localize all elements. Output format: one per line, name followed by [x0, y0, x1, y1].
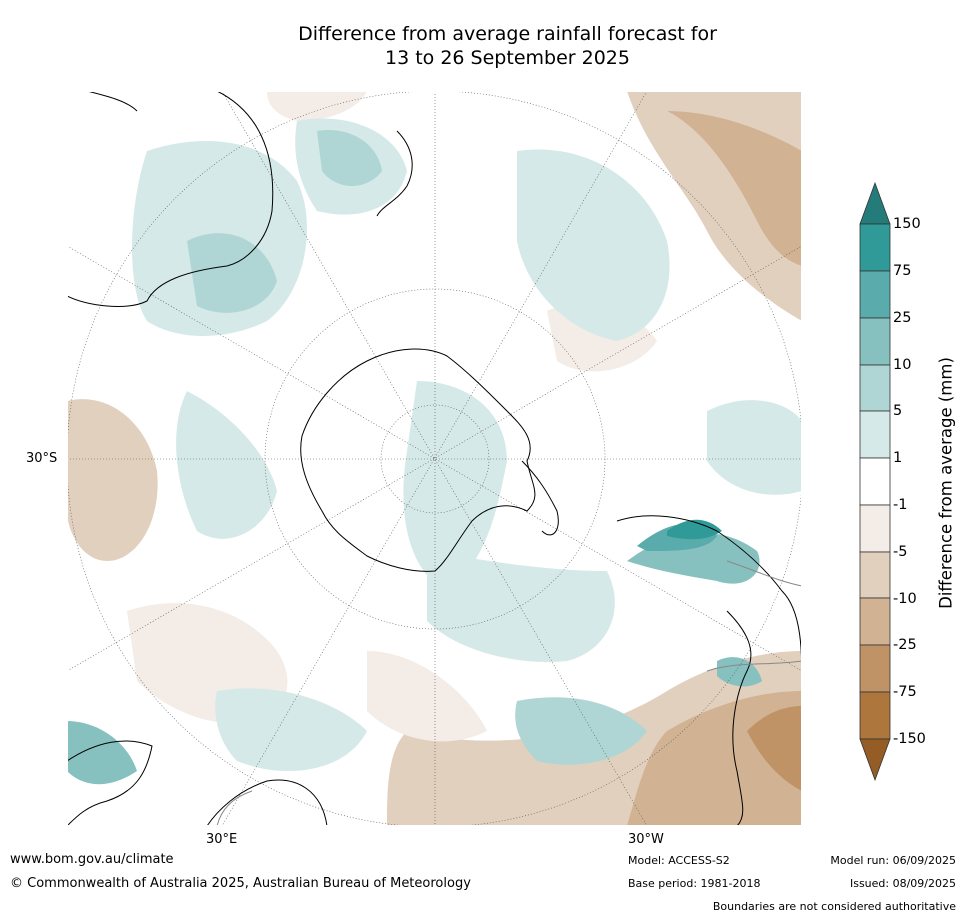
footer-issued: Issued: 08/09/2025	[849, 877, 956, 890]
colorbar-segment-minus10-minus25	[859, 597, 891, 646]
latitude-label-30s: 30°S	[26, 451, 58, 466]
footer-base-period: Base period: 1981-2018	[628, 877, 761, 890]
colorbar-tick-10: 10	[893, 357, 912, 373]
new-zealand-coastline	[376, 130, 413, 217]
colorbar-tick-1: 1	[893, 450, 903, 466]
colorbar-segment-75-150	[859, 223, 891, 272]
colorbar-tick-25: 25	[893, 310, 912, 326]
graticule	[67, 91, 802, 826]
colorbar-tick-minus25: -25	[893, 637, 917, 653]
footer-model: Model: ACCESS-S2	[628, 854, 730, 867]
colorbar-segment-10-25	[859, 317, 891, 366]
africa-west-coastline	[67, 740, 153, 826]
footer-copyright: © Commonwealth of Australia 2025, Austra…	[10, 876, 471, 891]
rainfall-anomaly-map	[67, 91, 802, 826]
australia-coastline	[67, 91, 274, 307]
colorbar-segments	[859, 223, 891, 740]
colorbar-extend-high	[859, 181, 891, 225]
title-line-2: 13 to 26 September 2025	[385, 47, 630, 69]
colorbar-extend-low	[859, 738, 891, 782]
country-boundaries	[216, 560, 802, 826]
map-title: Difference from average rainfall forecas…	[0, 22, 965, 70]
longitude-label-30e: 30°E	[206, 832, 238, 847]
colorbar-title: Difference from average (mm)	[936, 357, 956, 609]
colorbar-segment-minus25-minus75	[859, 644, 891, 693]
colorbar-segment-1-5	[859, 410, 891, 459]
drier-than-average-areas	[67, 91, 802, 826]
antarctic-peninsula-coastline	[521, 460, 559, 536]
colorbar-tick-150: 150	[893, 216, 921, 232]
colorbar-segment-5-10	[859, 364, 891, 412]
colorbar-tick-minus150: -150	[893, 731, 926, 747]
title-line-1: Difference from average rainfall forecas…	[298, 23, 717, 45]
colorbar-segment-25-75	[859, 270, 891, 319]
colorbar-tick-minus5: -5	[893, 544, 908, 560]
south-america-coastline	[616, 515, 802, 826]
colorbar	[859, 181, 891, 782]
colorbar-segment-neutral	[859, 457, 891, 506]
colorbar-segment-minus5-minus10	[859, 551, 891, 599]
footer-model-run: Model run: 06/09/2025	[830, 854, 956, 867]
colorbar-segment-minus75-minus150	[859, 691, 891, 740]
colorbar-tick-75: 75	[893, 263, 912, 279]
footer-website: www.bom.gov.au/climate	[10, 852, 174, 867]
map-border	[67, 91, 802, 826]
antarctica-coastline	[300, 348, 536, 572]
wetter-than-average-areas	[67, 118, 802, 785]
footer-disclaimer: Boundaries are not considered authoritat…	[712, 900, 956, 913]
colorbar-segment-minus1-minus5	[859, 504, 891, 553]
colorbar-tick-5: 5	[893, 403, 903, 419]
colorbar-tick-minus10: -10	[893, 591, 917, 607]
africa-coastline	[206, 779, 328, 826]
colorbar-tick-minus75: -75	[893, 684, 917, 700]
coastlines	[67, 91, 802, 826]
latitude-circle-inner	[380, 404, 490, 514]
colorbar-tick-minus1: -1	[893, 497, 908, 513]
longitude-label-30w: 30°W	[628, 832, 664, 847]
